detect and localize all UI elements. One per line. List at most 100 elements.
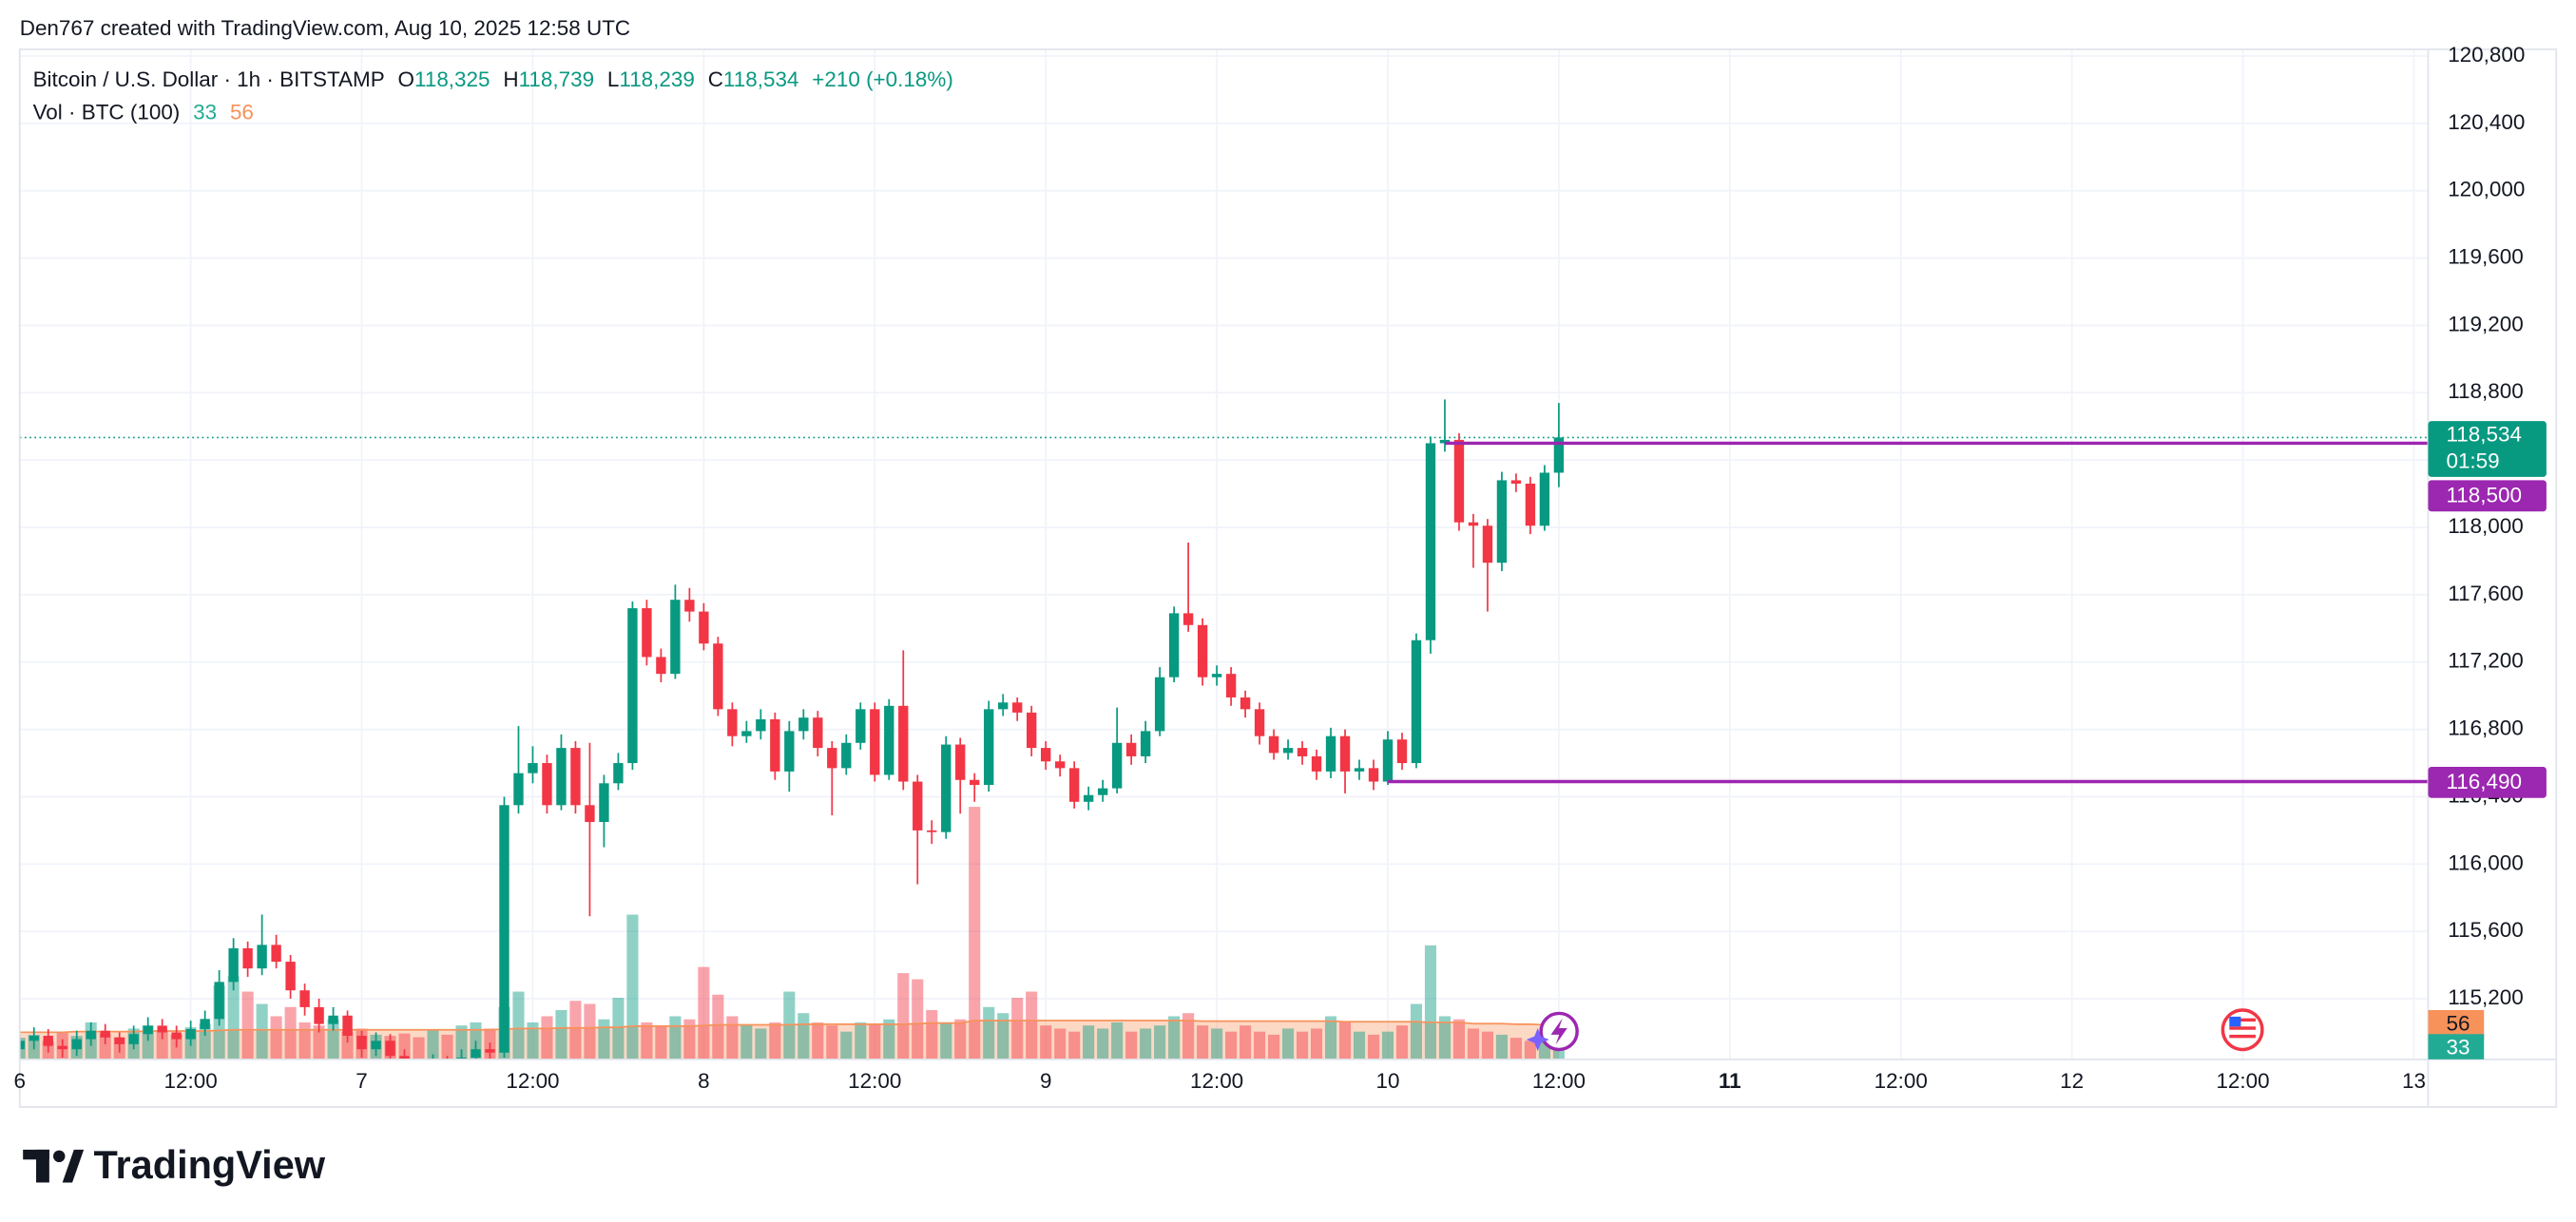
legend-key: C <box>708 67 723 91</box>
volume-bar <box>855 1022 867 1060</box>
candle-body <box>1510 480 1522 484</box>
candle-body <box>1268 735 1279 754</box>
candle-body <box>1539 472 1550 526</box>
candle-body <box>200 1019 210 1029</box>
candle-body <box>855 709 866 743</box>
volume-bar <box>698 966 710 1060</box>
candle-body <box>257 945 267 969</box>
candle-body <box>870 709 880 775</box>
candle-body <box>57 1045 67 1050</box>
logo-part <box>36 1149 49 1183</box>
legend-title: Bitcoin / U.S. Dollar · 1h · BITSTAMP <box>33 67 385 91</box>
volume-bar <box>398 1033 411 1060</box>
volume-bar <box>798 1013 810 1060</box>
flag-stripe <box>2229 1034 2256 1039</box>
candle-body <box>1054 761 1066 769</box>
legend-value: 118,739 <box>519 67 595 91</box>
last-price-label: 118,534 <box>2446 423 2522 447</box>
volume-bar <box>527 1022 539 1060</box>
line-price-label: 118,500 <box>2446 484 2522 507</box>
candle-body <box>670 600 681 675</box>
candle-body <box>998 702 1009 710</box>
candle-body <box>1368 768 1379 782</box>
y-tick-label: 120,800 <box>2448 43 2525 67</box>
candle-body <box>585 805 595 823</box>
volume-bar <box>1011 998 1024 1060</box>
x-tick-label: 9 <box>1040 1069 1052 1093</box>
x-tick-label: 12:00 <box>164 1069 218 1093</box>
candle-body <box>1453 439 1465 523</box>
volume-bar <box>1395 1025 1409 1060</box>
logo-part <box>62 1149 85 1183</box>
volume-bar <box>241 991 254 1060</box>
brand-logo: TradingView <box>23 1142 326 1187</box>
candle-body <box>328 1015 338 1024</box>
candle-body <box>556 748 567 806</box>
candle-body <box>285 962 296 991</box>
candle-body <box>1382 739 1394 782</box>
y-tick-label: 115,600 <box>2448 918 2524 942</box>
volume-bar <box>1367 1034 1380 1060</box>
candle-body <box>898 705 909 782</box>
volume-bar <box>227 976 240 1060</box>
volume-bar <box>1410 1003 1423 1060</box>
volume-bar <box>755 1028 767 1060</box>
candle-body <box>1211 674 1222 678</box>
candle-body <box>756 718 766 732</box>
volume-bar <box>1154 1025 1166 1060</box>
volume-bar <box>712 994 724 1060</box>
candle-body <box>43 1036 53 1046</box>
candle-body <box>1439 439 1451 444</box>
candle-body <box>941 744 952 832</box>
volume-bar <box>641 1022 653 1060</box>
volume-bar <box>555 1009 567 1060</box>
volume-bar <box>256 1003 268 1060</box>
candle-body <box>385 1041 395 1057</box>
volume-bar <box>298 1022 311 1060</box>
x-tick-label: 12:00 <box>1874 1069 1928 1093</box>
candle-body <box>1225 674 1237 697</box>
volume-bar <box>1040 1025 1052 1060</box>
candle-body <box>984 709 994 786</box>
volume-bar <box>1182 1013 1195 1060</box>
candle-body <box>884 705 894 775</box>
candle-body <box>1297 748 1308 756</box>
candle-body <box>927 830 937 832</box>
line-price-badge <box>2428 480 2547 512</box>
candle-body <box>314 1006 324 1024</box>
countdown-label: 01:59 <box>2446 449 2499 472</box>
volume-bar <box>769 1022 781 1060</box>
volume-bar <box>99 1033 111 1060</box>
volume-bar <box>284 1006 297 1060</box>
legend-key: O <box>398 67 414 91</box>
candle-body <box>228 947 239 983</box>
legend-line: Bitcoin / U.S. Dollar · 1h · BITSTAMP O 11… <box>33 67 953 91</box>
volume-bar <box>912 979 924 1060</box>
candle-body <box>86 1030 96 1040</box>
volume-bar <box>997 1013 1009 1060</box>
candle-body <box>798 717 809 732</box>
candle-body <box>171 1032 182 1040</box>
volume-bar <box>1381 1031 1394 1060</box>
volume-ma-badge-label: 56 <box>2446 1011 2470 1035</box>
candle-body <box>271 945 281 963</box>
candle-body <box>955 744 966 780</box>
candle-body <box>442 1062 452 1069</box>
volume-bar <box>683 1019 696 1060</box>
candle-body <box>485 1049 495 1053</box>
volume-bar <box>1524 1041 1536 1060</box>
volume-bar <box>427 1029 439 1060</box>
y-tick-label: 115,200 <box>2448 985 2524 1009</box>
volume-bar <box>983 1006 995 1060</box>
volume-bar <box>726 1016 739 1060</box>
x-tick-label: 12 <box>2060 1069 2084 1093</box>
x-tick-label: 10 <box>1376 1069 1400 1093</box>
volume-bar <box>840 1031 853 1060</box>
volume-bar <box>270 1016 282 1060</box>
candle-body <box>684 600 695 612</box>
candle-body <box>1068 768 1080 802</box>
candle-body <box>19 1041 25 1050</box>
candle-body <box>1339 735 1351 772</box>
candle-body <box>114 1037 125 1044</box>
